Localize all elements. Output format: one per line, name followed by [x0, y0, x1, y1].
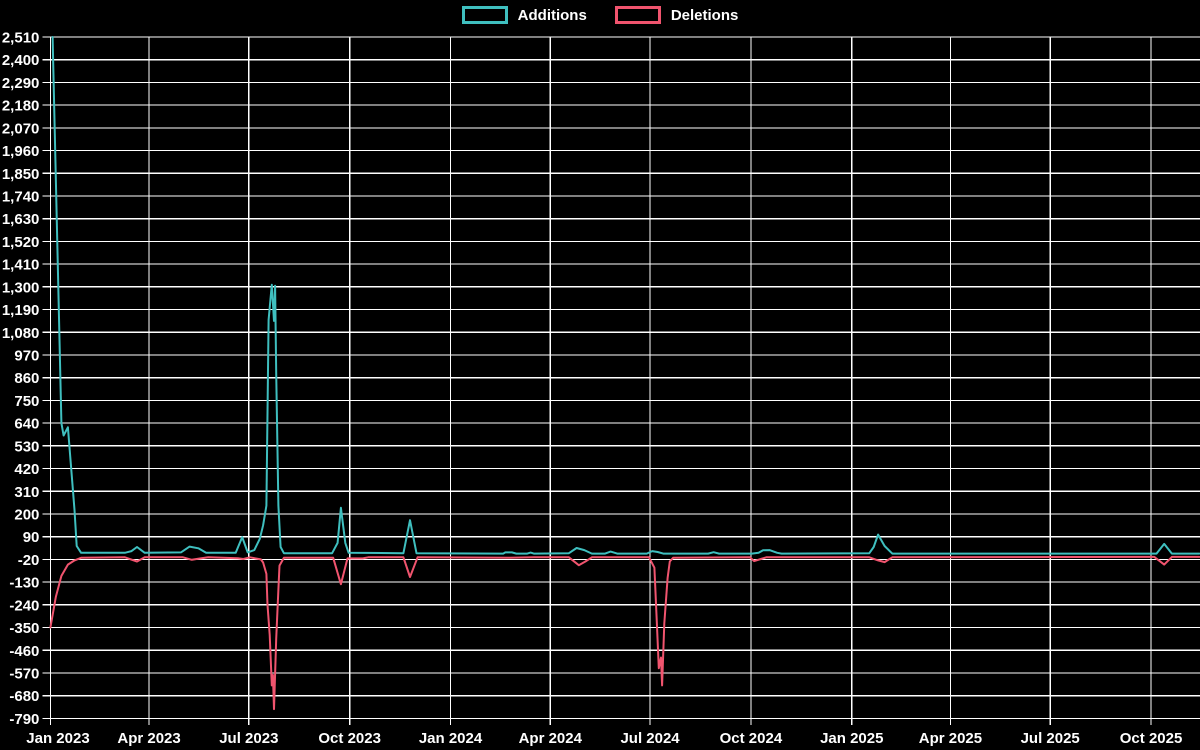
x-axis-tick-label: Jul 2023	[219, 730, 278, 747]
y-axis-tick-label: 90	[23, 529, 40, 546]
y-axis-tick-label: -460	[9, 643, 39, 660]
y-axis-tick-label: -240	[9, 597, 39, 614]
x-axis-tick-label: Oct 2024	[720, 730, 783, 747]
y-axis-tick-label: 200	[14, 506, 39, 523]
y-axis-tick-label: 2,290	[2, 75, 40, 92]
y-axis-tick-label: -680	[9, 688, 39, 705]
y-axis-tick-label: 1,300	[2, 279, 40, 296]
y-axis-tick-label: 1,410	[2, 257, 40, 274]
x-axis-tick-label: Jul 2025	[1021, 730, 1080, 747]
y-axis-tick-label: 2,070	[2, 120, 40, 137]
y-axis-tick-label: -20	[18, 552, 40, 569]
y-axis-tick-label: 1,850	[2, 166, 40, 183]
y-axis-tick-label: -570	[9, 665, 39, 682]
y-axis-tick-label: -130	[9, 575, 39, 592]
x-axis-tick-label: Apr 2024	[519, 730, 583, 747]
y-axis-tick-label: 750	[14, 393, 39, 410]
y-axis-tick-label: -790	[9, 711, 39, 728]
chart-legend: Additions Deletions	[0, 6, 1200, 24]
y-axis-tick-label: 310	[14, 484, 39, 501]
grid-lines	[42, 36, 1200, 725]
x-axis-tick-label: Apr 2023	[117, 730, 180, 747]
deletions-swatch-icon	[614, 6, 661, 24]
x-axis-tick-label: Jan 2023	[26, 730, 89, 747]
x-axis-tick-label: Oct 2025	[1120, 730, 1183, 747]
y-axis-tick-label: 2,400	[2, 52, 40, 69]
legend-label-deletions: Deletions	[670, 6, 739, 24]
x-axis-tick-label: Jan 2025	[820, 730, 883, 747]
x-axis-tick-label: Apr 2025	[919, 730, 982, 747]
y-axis-tick-label: 970	[14, 347, 39, 364]
deletions-line	[49, 555, 1200, 711]
y-axis-tick-label: 1,740	[2, 188, 40, 205]
y-axis-tick-label: 1,520	[2, 234, 40, 251]
y-axis-tick-label: 2,510	[2, 30, 40, 47]
axis-labels: 2,510 2,400 2,290 2,180 2,070 1,960 1,850 1,740…	[2, 30, 1182, 748]
additions-swatch-icon	[461, 6, 508, 24]
y-axis-tick-label: 860	[14, 370, 39, 387]
x-axis-tick-label: Oct 2023	[318, 730, 381, 747]
y-axis-tick-label: -350	[9, 620, 39, 637]
y-axis-tick-label: 420	[14, 461, 39, 478]
y-axis-tick-label: 530	[14, 438, 39, 455]
y-axis-tick-label: 1,080	[2, 325, 40, 342]
legend-item-additions[interactable]: Additions	[461, 6, 587, 24]
legend-item-deletions[interactable]: Deletions	[614, 6, 739, 24]
y-axis-tick-label: 1,630	[2, 211, 40, 228]
x-axis-tick-label: Jul 2024	[620, 730, 680, 747]
additions-line	[51, 36, 1200, 555]
y-axis-tick-label: 1,960	[2, 143, 40, 160]
y-axis-tick-label: 2,180	[2, 98, 40, 115]
x-axis-tick-label: Jan 2024	[419, 730, 483, 747]
y-axis-tick-label: 640	[14, 416, 39, 433]
y-axis-tick-label: 1,190	[2, 302, 40, 319]
legend-label-additions: Additions	[517, 6, 587, 24]
